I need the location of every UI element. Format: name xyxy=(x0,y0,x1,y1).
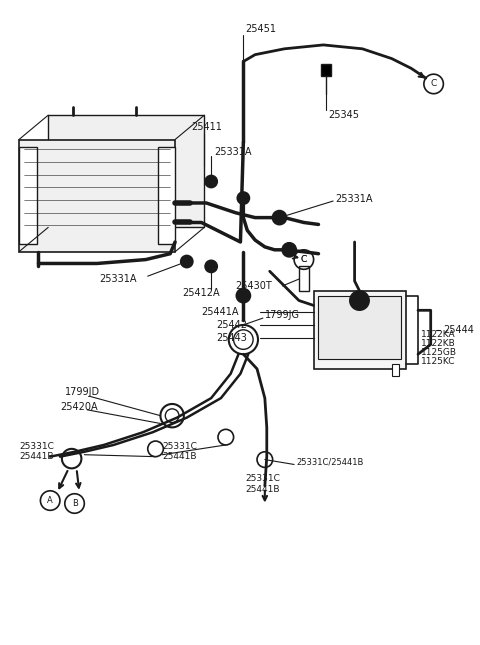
Text: 25345: 25345 xyxy=(328,110,359,120)
Bar xyxy=(299,266,309,291)
Bar xyxy=(19,147,36,244)
Text: 25420A: 25420A xyxy=(60,402,97,412)
Text: 25441A: 25441A xyxy=(202,307,239,317)
Text: 1125KC: 1125KC xyxy=(421,357,456,366)
Bar xyxy=(48,115,204,228)
Text: 25430T: 25430T xyxy=(236,281,272,291)
Text: 25331C
25441B: 25331C 25441B xyxy=(162,442,197,461)
Text: 25442: 25442 xyxy=(216,320,247,330)
Circle shape xyxy=(181,255,192,268)
Text: 25331A: 25331A xyxy=(214,147,252,157)
Text: 25451: 25451 xyxy=(245,25,276,34)
Circle shape xyxy=(282,243,296,257)
Bar xyxy=(313,291,406,369)
Text: 25331A: 25331A xyxy=(99,274,136,284)
Text: C: C xyxy=(301,255,307,264)
Bar xyxy=(157,147,175,244)
Text: 25444: 25444 xyxy=(444,325,474,335)
Text: C: C xyxy=(431,79,437,88)
Circle shape xyxy=(273,211,286,224)
Text: 25412A: 25412A xyxy=(182,288,219,298)
Text: 25331C
25441B: 25331C 25441B xyxy=(19,442,54,461)
Text: 25331A: 25331A xyxy=(335,194,372,204)
Text: A: A xyxy=(48,496,53,505)
Text: 1799JG: 1799JG xyxy=(265,310,300,320)
Bar xyxy=(392,364,399,375)
Text: 25411: 25411 xyxy=(192,122,223,132)
Circle shape xyxy=(205,261,217,272)
Bar xyxy=(19,139,175,252)
Bar xyxy=(322,64,331,76)
Text: 1799JD: 1799JD xyxy=(65,387,100,397)
Text: 25331C
25441B: 25331C 25441B xyxy=(245,474,280,493)
Text: 1125GB: 1125GB xyxy=(421,348,457,357)
Circle shape xyxy=(205,175,217,187)
Text: 1122KA: 1122KA xyxy=(421,330,456,339)
Text: 25443: 25443 xyxy=(216,333,247,342)
Circle shape xyxy=(237,289,250,303)
Text: B: B xyxy=(72,499,77,508)
Text: C: C xyxy=(301,255,307,264)
Bar xyxy=(319,295,401,359)
Text: 1122KB: 1122KB xyxy=(421,339,456,348)
Circle shape xyxy=(238,192,249,204)
Circle shape xyxy=(350,291,369,310)
Text: 25331C/25441B: 25331C/25441B xyxy=(296,457,363,466)
